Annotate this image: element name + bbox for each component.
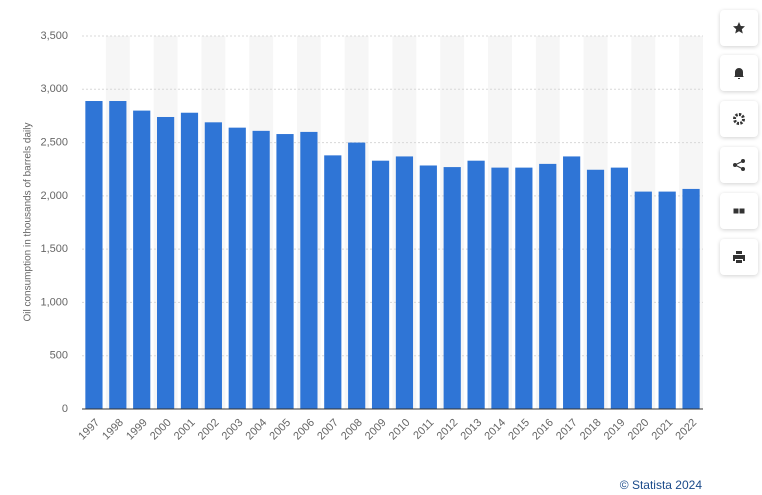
x-tick-label: 2010 (387, 417, 413, 443)
x-tick-label: 2009 (363, 417, 389, 443)
bar (133, 110, 151, 409)
x-tick-label: 2004 (244, 417, 270, 443)
bar (276, 134, 294, 409)
x-tick-label: 2000 (148, 417, 174, 443)
y-tick-label: 3,500 (40, 30, 68, 42)
bar (658, 191, 676, 409)
y-tick-label: 2,500 (40, 136, 68, 148)
bar (443, 167, 461, 409)
cite-button[interactable] (720, 193, 758, 229)
x-tick-label: 2012 (435, 417, 461, 443)
x-tick-label: 1998 (100, 417, 126, 443)
x-tick-label: 2001 (172, 417, 198, 443)
chart: Oil consumption in thousands of barrels … (23, 30, 749, 492)
credit: © Statista 2024 (620, 478, 703, 492)
bar (395, 156, 414, 409)
bar (419, 165, 437, 409)
x-tick-label: 2013 (458, 417, 484, 443)
bar (586, 169, 605, 409)
bar (491, 167, 509, 409)
x-tick-label: 2022 (673, 417, 699, 443)
bar (610, 167, 629, 409)
bar (252, 130, 270, 409)
x-tick-label: 2021 (650, 417, 676, 443)
bar (634, 191, 652, 409)
x-tick-label: 2002 (196, 417, 222, 443)
share-button[interactable] (720, 147, 758, 183)
x-tick-label: 2019 (602, 417, 628, 443)
y-tick-label: 0 (62, 403, 68, 415)
notification-button[interactable] (720, 55, 758, 91)
x-tick-label: 2008 (339, 417, 365, 443)
x-tick-label: 2011 (411, 417, 436, 442)
bar (348, 142, 366, 410)
x-tick-label: 2014 (482, 417, 508, 443)
x-tick-label: 2016 (530, 417, 556, 443)
bar (371, 160, 390, 409)
x-tick-label: 1999 (124, 417, 150, 443)
x-tick-label: 2007 (315, 417, 341, 443)
bar (228, 127, 246, 409)
favorite-button[interactable] (720, 10, 758, 46)
y-tick-label: 2,000 (40, 190, 68, 202)
y-tick-label: 1,500 (40, 243, 68, 255)
y-tick-label: 1,000 (40, 296, 68, 308)
x-tick-label: 2005 (267, 417, 293, 443)
bar (300, 131, 318, 409)
x-tick-label: 2006 (291, 417, 317, 443)
bar (85, 101, 103, 409)
bar (539, 163, 557, 409)
x-tick-label: 2015 (506, 417, 532, 443)
bar (156, 116, 175, 409)
x-tick-label: 1997 (76, 417, 102, 443)
x-tick-label: 2003 (220, 417, 246, 443)
settings-button[interactable] (720, 101, 758, 137)
bar (324, 155, 342, 409)
bar (467, 160, 485, 409)
bar (204, 122, 222, 409)
y-tick-label: 500 (50, 350, 68, 362)
bar (180, 112, 199, 409)
bar (515, 167, 533, 409)
y-tick-label: 3,000 (40, 83, 68, 95)
x-tick-label: 2018 (578, 417, 604, 443)
bar (109, 101, 127, 409)
print-button[interactable] (720, 239, 758, 275)
x-tick-label: 2020 (626, 417, 652, 443)
x-tick-label: 2017 (554, 417, 580, 443)
bar (682, 188, 700, 409)
bar (563, 156, 581, 409)
y-axis-label: Oil consumption in thousands of barrels … (23, 123, 34, 322)
